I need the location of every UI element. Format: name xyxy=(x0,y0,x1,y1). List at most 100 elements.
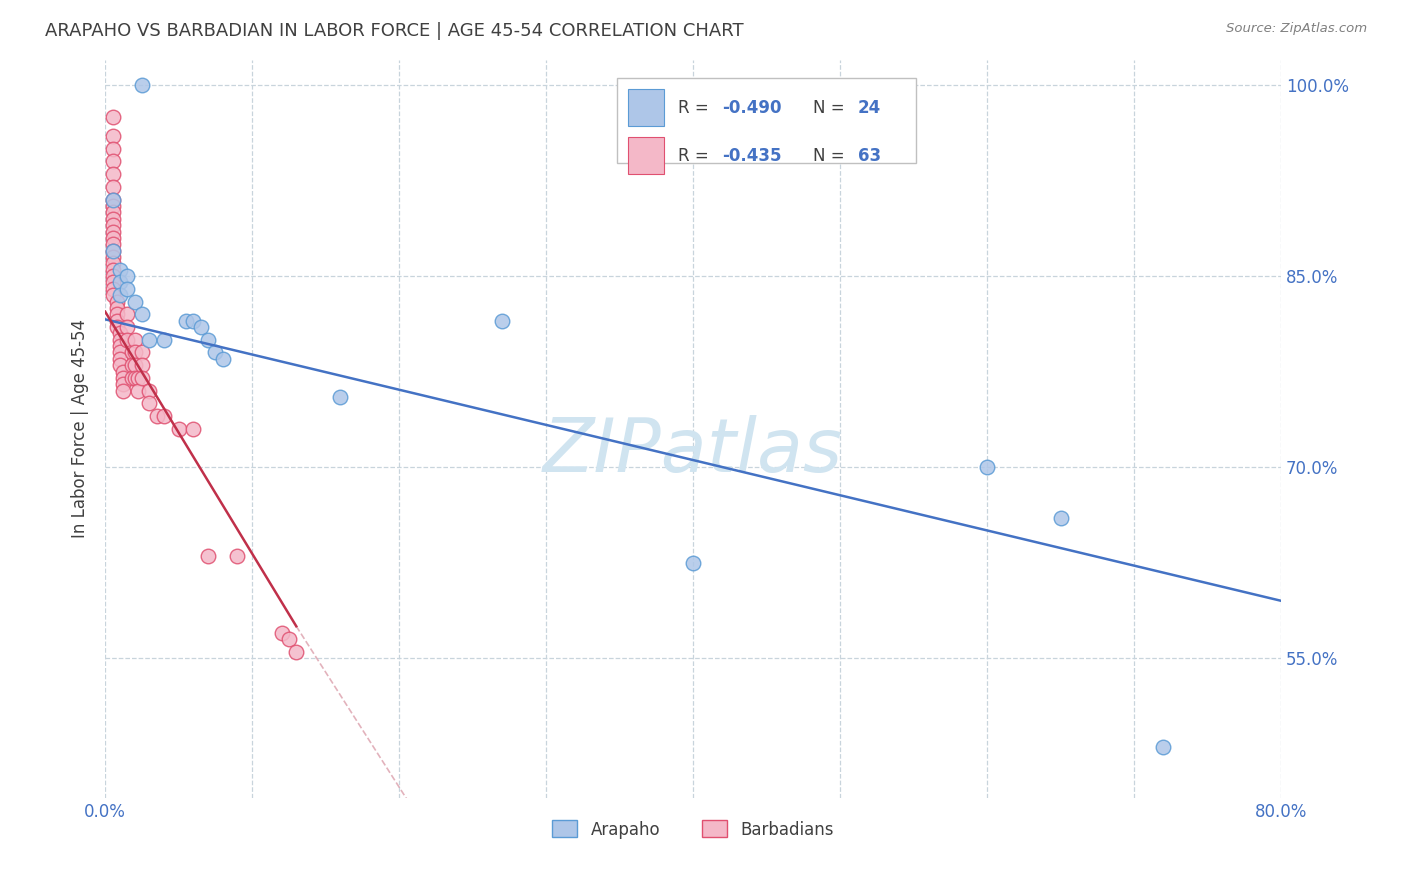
Point xyxy=(167,422,190,436)
Point xyxy=(1049,511,1071,525)
Point xyxy=(101,288,124,302)
Point xyxy=(117,333,139,347)
Bar xyxy=(617,78,917,163)
Point xyxy=(101,250,124,264)
Point xyxy=(108,326,131,341)
Text: ZIPatlas: ZIPatlas xyxy=(543,415,844,487)
Point xyxy=(138,333,160,347)
Text: -0.490: -0.490 xyxy=(723,99,782,117)
Point xyxy=(101,262,124,277)
Point xyxy=(101,110,124,124)
Point xyxy=(197,549,219,564)
Point xyxy=(101,282,124,296)
Point xyxy=(197,333,219,347)
Point xyxy=(101,199,124,213)
Point xyxy=(226,549,249,564)
Point xyxy=(101,256,124,270)
Point xyxy=(101,205,124,219)
Point xyxy=(101,237,124,252)
Point xyxy=(101,225,124,239)
Point xyxy=(124,345,146,359)
Point xyxy=(111,384,134,398)
Bar xyxy=(628,137,664,174)
Point xyxy=(108,339,131,353)
Point xyxy=(131,345,153,359)
Text: N =: N = xyxy=(813,99,849,117)
Point xyxy=(101,193,124,207)
Point xyxy=(105,307,128,321)
Point xyxy=(124,294,146,309)
Point xyxy=(101,128,124,143)
Text: R =: R = xyxy=(678,99,714,117)
Point xyxy=(124,333,146,347)
Text: -0.435: -0.435 xyxy=(723,146,782,165)
Point xyxy=(124,371,146,385)
Point xyxy=(124,358,146,372)
Point xyxy=(101,154,124,169)
Y-axis label: In Labor Force | Age 45-54: In Labor Force | Age 45-54 xyxy=(72,319,89,539)
Point xyxy=(153,333,176,347)
Point xyxy=(682,556,704,570)
Point xyxy=(108,288,131,302)
Point xyxy=(105,320,128,334)
Point xyxy=(101,276,124,290)
Point xyxy=(131,358,153,372)
Point xyxy=(190,320,212,334)
Point xyxy=(491,313,513,327)
Legend: Arapaho, Barbadians: Arapaho, Barbadians xyxy=(546,814,841,846)
Point xyxy=(117,320,139,334)
Point xyxy=(127,371,149,385)
Point xyxy=(108,276,131,290)
Point xyxy=(138,384,160,398)
Point xyxy=(101,180,124,194)
Point xyxy=(108,345,131,359)
Point xyxy=(211,351,233,366)
Point xyxy=(108,333,131,347)
Point xyxy=(145,409,167,424)
Point xyxy=(105,313,128,327)
Text: Source: ZipAtlas.com: Source: ZipAtlas.com xyxy=(1226,22,1367,36)
Point xyxy=(131,78,153,92)
Point xyxy=(329,390,352,404)
Point xyxy=(127,384,149,398)
Point xyxy=(138,396,160,410)
Bar xyxy=(628,89,664,126)
Point xyxy=(108,351,131,366)
Point xyxy=(101,244,124,258)
Point xyxy=(270,625,292,640)
Point xyxy=(204,345,226,359)
Point xyxy=(183,422,205,436)
Point xyxy=(108,262,131,277)
Point xyxy=(101,244,124,258)
Point xyxy=(174,313,197,327)
Point xyxy=(101,218,124,232)
Text: ARAPAHO VS BARBADIAN IN LABOR FORCE | AGE 45-54 CORRELATION CHART: ARAPAHO VS BARBADIAN IN LABOR FORCE | AG… xyxy=(45,22,744,40)
Point xyxy=(101,268,124,283)
Point xyxy=(121,371,143,385)
Point xyxy=(108,358,131,372)
Point xyxy=(101,167,124,181)
Point xyxy=(101,231,124,245)
Point xyxy=(105,294,128,309)
Point xyxy=(976,460,998,475)
Point xyxy=(183,313,205,327)
Point xyxy=(101,211,124,226)
Point xyxy=(1152,740,1174,755)
Point xyxy=(101,193,124,207)
Point xyxy=(105,301,128,315)
Text: R =: R = xyxy=(678,146,714,165)
Point xyxy=(117,282,139,296)
Point xyxy=(117,307,139,321)
Point xyxy=(131,307,153,321)
Point xyxy=(131,371,153,385)
Text: N =: N = xyxy=(813,146,849,165)
Point xyxy=(285,645,308,659)
Point xyxy=(277,632,299,646)
Text: 63: 63 xyxy=(858,146,880,165)
Text: 24: 24 xyxy=(858,99,882,117)
Point xyxy=(117,268,139,283)
Point xyxy=(153,409,176,424)
Point xyxy=(111,371,134,385)
Point xyxy=(111,365,134,379)
Point xyxy=(101,142,124,156)
